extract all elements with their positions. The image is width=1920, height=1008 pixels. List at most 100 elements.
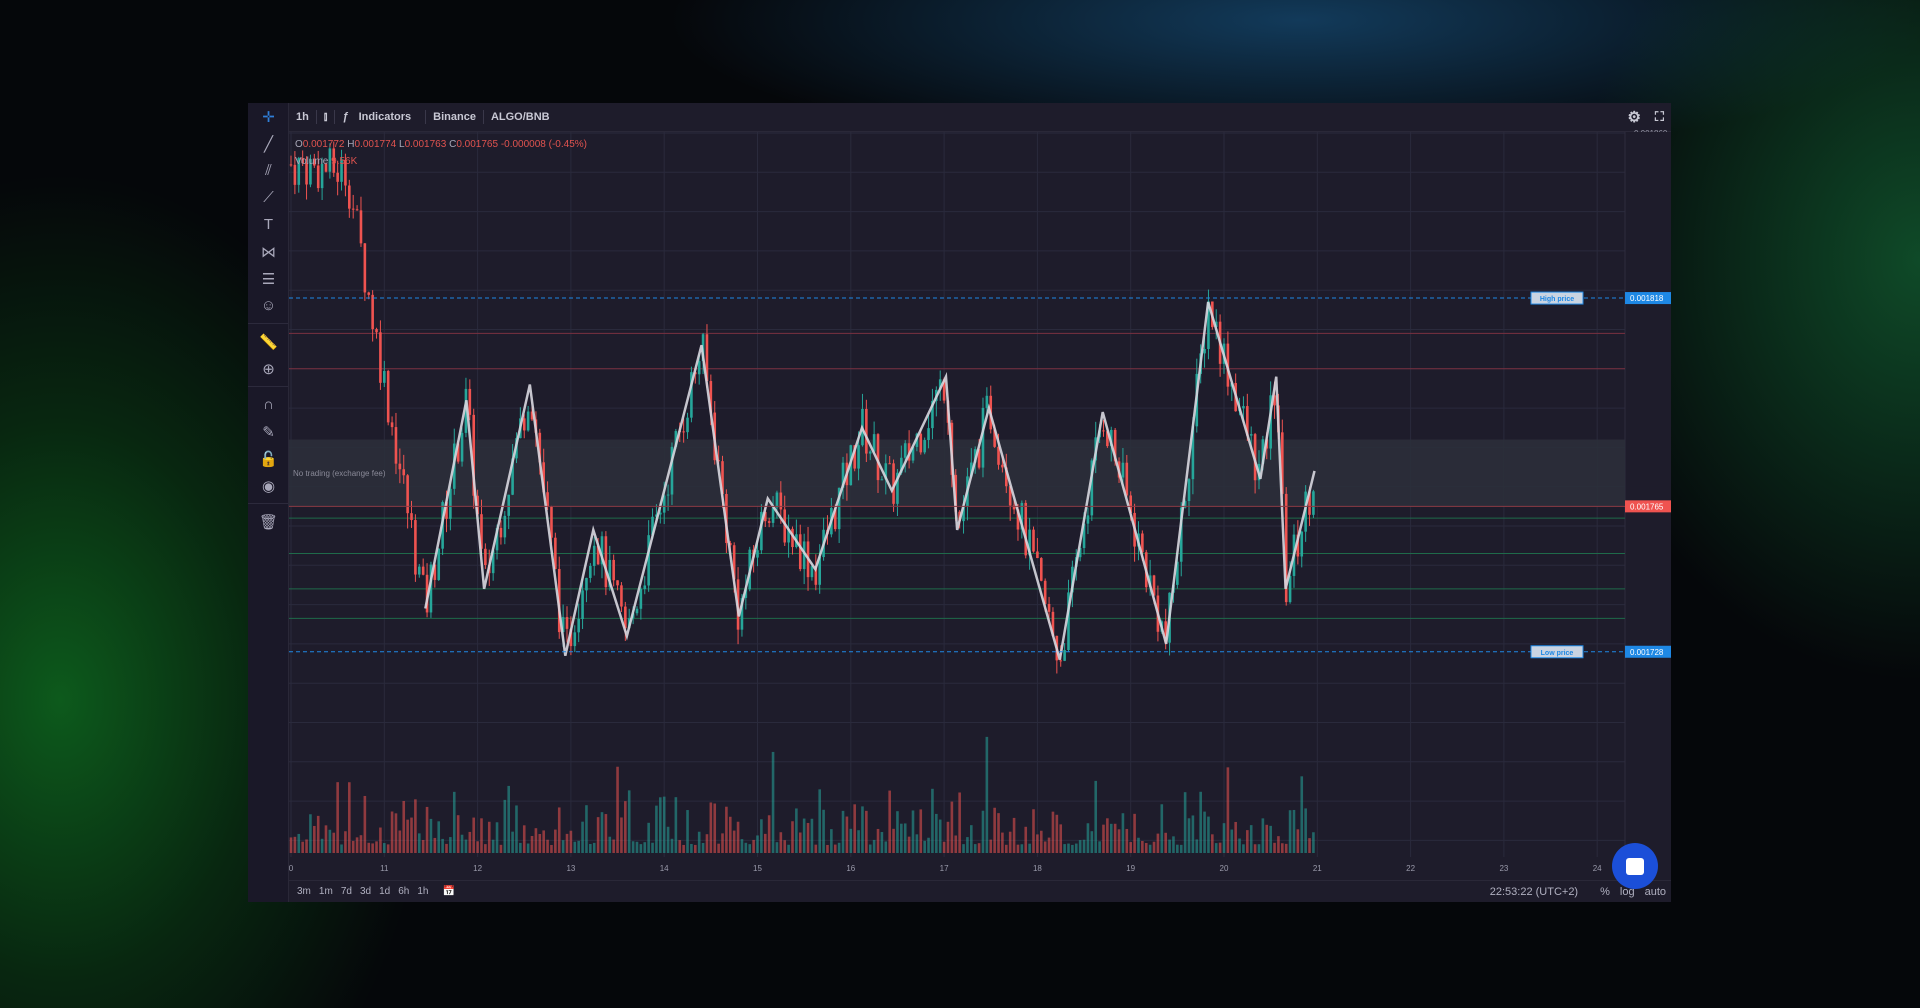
volume-bar xyxy=(1164,832,1167,853)
trash-icon[interactable]: 🗑 xyxy=(258,513,279,531)
volume-bar xyxy=(767,815,771,853)
volume-bar xyxy=(1273,842,1276,853)
candle-body xyxy=(779,492,783,510)
candle-body xyxy=(1074,557,1078,567)
candle-body xyxy=(814,566,818,585)
lock-drawing-icon[interactable]: ✎ xyxy=(262,423,275,441)
candle-body xyxy=(973,449,977,463)
x-tick-label: 11 xyxy=(380,864,389,873)
range-7d[interactable]: 7d xyxy=(340,886,352,897)
interval-button[interactable]: 1h xyxy=(296,111,309,123)
volume-bar xyxy=(1230,829,1234,853)
exchange-button[interactable]: Binance xyxy=(433,111,476,123)
candle-body xyxy=(316,165,320,189)
volume-bar xyxy=(589,844,592,853)
volume-bar xyxy=(655,805,658,853)
volume-bar xyxy=(608,836,612,853)
candle-body xyxy=(822,529,825,558)
candle-body xyxy=(756,550,759,558)
fib-icon[interactable]: ⫽ xyxy=(265,162,272,179)
chat-button[interactable] xyxy=(1612,843,1658,889)
goto-date-icon[interactable]: 📅 xyxy=(442,886,455,897)
volume-bar xyxy=(554,829,557,853)
volume-bar xyxy=(1187,818,1191,853)
price-chart[interactable]: 0.0018600.0018500.0018400.0018300.001820… xyxy=(248,103,1671,902)
pair-button[interactable]: ALGO/BNB xyxy=(490,111,550,123)
volume-bar xyxy=(1308,838,1311,853)
volume-bar xyxy=(1113,823,1117,853)
range-6h[interactable]: 6h xyxy=(398,886,410,897)
crosshair-icon[interactable]: ✛ xyxy=(262,108,275,126)
y-tick-label: 0.001790 xyxy=(1634,404,1668,413)
candle-body xyxy=(612,559,615,581)
candle-type-icon[interactable]: ⫾ xyxy=(323,110,328,123)
candle-body xyxy=(1005,467,1008,487)
trend-line-icon[interactable]: ╱ xyxy=(263,135,274,153)
range-1m[interactable]: 1m xyxy=(318,886,333,897)
low-price-tag xyxy=(1530,645,1584,659)
candle-body xyxy=(1261,439,1265,464)
candle-body xyxy=(1284,493,1288,603)
volume-bar xyxy=(1144,843,1148,853)
volume-bar xyxy=(495,822,499,853)
emoji-icon[interactable]: ☺ xyxy=(260,297,277,314)
y-tick-label: 0.001850 xyxy=(1634,168,1668,177)
volume-bar xyxy=(425,806,429,853)
volume-bar xyxy=(791,821,794,853)
percent-toggle[interactable]: % xyxy=(1600,885,1610,898)
candle-body xyxy=(445,502,448,519)
volume-bar xyxy=(433,837,437,853)
volume-bar xyxy=(441,838,444,853)
volume-bar xyxy=(1300,776,1304,853)
candle-body xyxy=(732,545,736,580)
range-3m[interactable]: 3m xyxy=(297,886,311,897)
range-1d[interactable]: 1d xyxy=(379,886,391,897)
candle-body xyxy=(1300,531,1304,557)
range-1h[interactable]: 1h xyxy=(417,886,429,897)
auto-toggle[interactable]: auto xyxy=(1644,885,1666,898)
xabcd-icon[interactable]: ⋈ xyxy=(261,243,276,261)
position-icon[interactable]: ☰ xyxy=(261,270,276,288)
candle-body xyxy=(892,463,895,504)
volume-bar xyxy=(818,789,821,853)
indicators-button[interactable]: ƒ Indicators xyxy=(335,111,425,123)
volume-bar xyxy=(468,831,472,853)
volume-bar xyxy=(651,842,654,853)
text-icon[interactable]: T xyxy=(263,216,274,233)
candle-body xyxy=(561,617,565,633)
candle-body xyxy=(336,172,339,182)
zoom-in-icon[interactable]: ⊕ xyxy=(262,360,275,378)
candle-body xyxy=(398,463,402,470)
candle-body xyxy=(1160,621,1164,632)
volume-bar xyxy=(309,814,312,853)
volume-bar xyxy=(752,839,755,853)
candle-body xyxy=(573,632,577,647)
eye-icon[interactable]: ◉ xyxy=(261,477,276,495)
volume-bar xyxy=(1133,813,1136,853)
settings-icon[interactable]: ⚙ xyxy=(1627,109,1641,126)
volume-bar xyxy=(635,841,639,853)
candle-body xyxy=(775,492,779,508)
candle-body xyxy=(1051,611,1055,636)
candle-body xyxy=(1288,575,1292,603)
fullscreen-icon[interactable]: ⛶ xyxy=(1654,109,1664,124)
pattern-icon[interactable]: ⟋ xyxy=(263,189,274,206)
y-tick-label: 0.001740 xyxy=(1634,601,1668,610)
volume-bar xyxy=(993,807,996,853)
volume-bar xyxy=(845,816,849,853)
lock-icon[interactable]: 🔓 xyxy=(259,450,278,468)
candle-body xyxy=(1090,460,1094,516)
candle-body xyxy=(1047,603,1051,612)
ruler-icon[interactable]: 📏 xyxy=(259,333,278,351)
candle-body xyxy=(876,434,880,481)
candle-body xyxy=(993,429,996,447)
candle-body xyxy=(355,209,359,211)
volume-bar xyxy=(814,844,818,853)
volume-bar xyxy=(565,833,569,853)
range-3d[interactable]: 3d xyxy=(359,886,372,897)
candle-body xyxy=(701,334,705,362)
volume-bar xyxy=(348,782,351,853)
volume-bar xyxy=(740,839,744,853)
magnet-icon[interactable]: ∩ xyxy=(263,396,274,413)
candle-body xyxy=(674,431,678,447)
